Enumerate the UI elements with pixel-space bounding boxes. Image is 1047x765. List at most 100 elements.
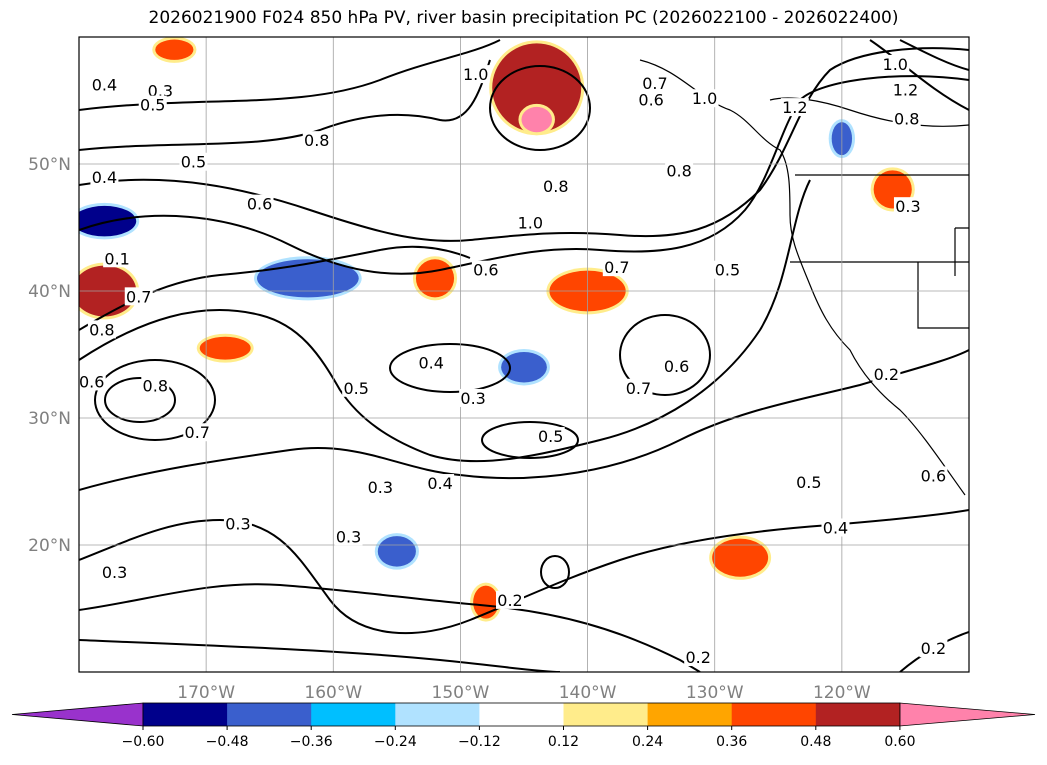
contour-label-bg xyxy=(79,372,106,391)
contour-label-bg xyxy=(87,320,116,339)
contour-label: 1.0 xyxy=(692,89,717,108)
pv-contour xyxy=(489,65,591,151)
contour-label-bg xyxy=(138,95,167,114)
pv-contour xyxy=(79,349,969,491)
contour-label-bg xyxy=(794,472,823,491)
contour-label-bg xyxy=(334,527,363,546)
contour-label-bg xyxy=(541,176,570,195)
contour-label: 0.6 xyxy=(79,372,104,391)
contour-label-bg xyxy=(713,260,742,279)
contour-label-bg xyxy=(302,131,331,150)
pv-contour xyxy=(79,639,561,672)
contour-label: 0.6 xyxy=(921,466,946,485)
contour-label-bg xyxy=(536,427,565,446)
pv-contour xyxy=(899,39,969,71)
precip-anomaly-patch xyxy=(492,43,582,133)
contour-label-bg xyxy=(342,378,371,397)
precip-anomaly-patch xyxy=(712,538,769,577)
colorbar-tick-label: 0.48 xyxy=(800,734,831,750)
contour-label: 0.6 xyxy=(247,195,272,214)
contour-label: 0.2 xyxy=(921,639,946,658)
contour-label: 0.7 xyxy=(604,258,629,277)
contour-label: 0.8 xyxy=(304,131,329,150)
contour-label: 0.4 xyxy=(418,353,443,372)
precip-anomaly-patch xyxy=(501,351,547,383)
lon-tick-label: 130°W xyxy=(686,683,744,703)
contour-label: 1.0 xyxy=(463,65,488,84)
contour-label-bg xyxy=(90,167,119,186)
precip-anomaly-patch xyxy=(79,205,137,237)
contour-label-bg xyxy=(141,376,170,395)
precip-anomaly-patch xyxy=(199,336,251,360)
contour-label: 0.5 xyxy=(796,473,821,492)
colorbar: −0.60 −0.48 −0.36 −0.24 −0.12 0.12 0.24 0.36 0.4… xyxy=(11,702,1036,750)
contour-label: 0.5 xyxy=(140,96,165,115)
contour-label-bg xyxy=(516,213,545,232)
contour-label-bg xyxy=(919,639,948,658)
gridlines xyxy=(79,37,969,672)
contour-label: 1.0 xyxy=(518,214,543,233)
contour-label: 0.3 xyxy=(225,515,250,534)
axis-ticks: 50°N 40°N 30°N 20°N 170°W 160°W 150°W 140°W 130°… xyxy=(28,155,871,703)
contour-label: 1.0 xyxy=(883,55,908,74)
coastline-path xyxy=(639,59,966,496)
contour-label-bg xyxy=(417,353,446,372)
lon-tick-label: 160°W xyxy=(304,683,362,703)
colorbar-tick-label: 0.24 xyxy=(632,734,663,750)
colorbar-segment xyxy=(479,703,564,726)
colorbar-extend-min xyxy=(11,702,144,727)
contour-label-bg xyxy=(245,194,274,213)
contour-label-bg xyxy=(821,518,850,537)
contour-label-bg xyxy=(881,54,910,73)
contour-label-bg xyxy=(637,90,666,109)
contour-label-bg xyxy=(496,590,525,609)
colorbar-segment xyxy=(143,703,228,726)
contour-label: 0.8 xyxy=(143,376,168,395)
contour-label-bg xyxy=(919,466,948,485)
contour-label: 0.3 xyxy=(368,478,393,497)
pv-contour xyxy=(79,179,811,463)
colorbar-tick-label: −0.60 xyxy=(122,734,165,750)
pv-contour xyxy=(389,343,511,393)
contour-label: 0.8 xyxy=(89,320,114,339)
precip-anomaly-patch xyxy=(521,106,552,133)
contour-label: 0.5 xyxy=(538,427,563,446)
lat-tick-label: 50°N xyxy=(28,155,71,175)
pv-contour xyxy=(79,583,701,672)
contour-label: 0.5 xyxy=(343,379,368,398)
contour-label-bg xyxy=(461,65,490,84)
pv-contour xyxy=(481,421,579,459)
map-title: 2026021900 F024 850 hPa PV, river basin … xyxy=(148,8,899,28)
plot-area: 0.4 0.3 0.5 1.0 0.7 1.0 1.2 1.0 1.2 0.8 0.6 0.8 0.8 0… xyxy=(79,37,969,672)
colorbar-tick-label: −0.12 xyxy=(458,734,501,750)
plot-frame xyxy=(78,36,970,673)
contour-label-bg xyxy=(872,364,901,383)
lat-tick-label: 40°N xyxy=(28,282,71,302)
colorbar-segment xyxy=(647,703,733,726)
pv-contour xyxy=(104,377,176,423)
contour-label: 0.1 xyxy=(104,249,129,268)
colorbar-tick-label: 0.12 xyxy=(548,734,579,750)
contour-label-bg xyxy=(146,81,175,100)
state-border xyxy=(917,262,969,329)
contour-labels: 0.4 0.3 0.5 1.0 0.7 1.0 1.2 1.0 1.2 0.8 0.6 0.8 0.8 0… xyxy=(79,54,948,667)
contour-label-bg xyxy=(893,197,922,216)
contour-label-bg xyxy=(780,98,809,117)
precip-anomaly-patch xyxy=(415,259,455,298)
lat-tick-label: 30°N xyxy=(28,409,71,429)
colorbar-frame xyxy=(142,702,901,727)
state-border xyxy=(954,227,969,276)
colorbar-tick-label: 0.60 xyxy=(884,734,915,750)
lon-tick-label: 150°W xyxy=(432,683,490,703)
contour-label-bg xyxy=(624,378,653,397)
pv-contour xyxy=(869,39,969,111)
colorbar-tick-label: −0.36 xyxy=(290,734,333,750)
contour-label: 0.4 xyxy=(427,474,452,493)
contour-label: 0.4 xyxy=(92,168,117,187)
contour-label: 0.2 xyxy=(497,591,522,610)
colorbar-segment xyxy=(731,703,817,726)
contour-label-bg xyxy=(183,423,212,442)
contour-label: 0.3 xyxy=(895,197,920,216)
precip-anomaly-patches xyxy=(79,37,915,622)
